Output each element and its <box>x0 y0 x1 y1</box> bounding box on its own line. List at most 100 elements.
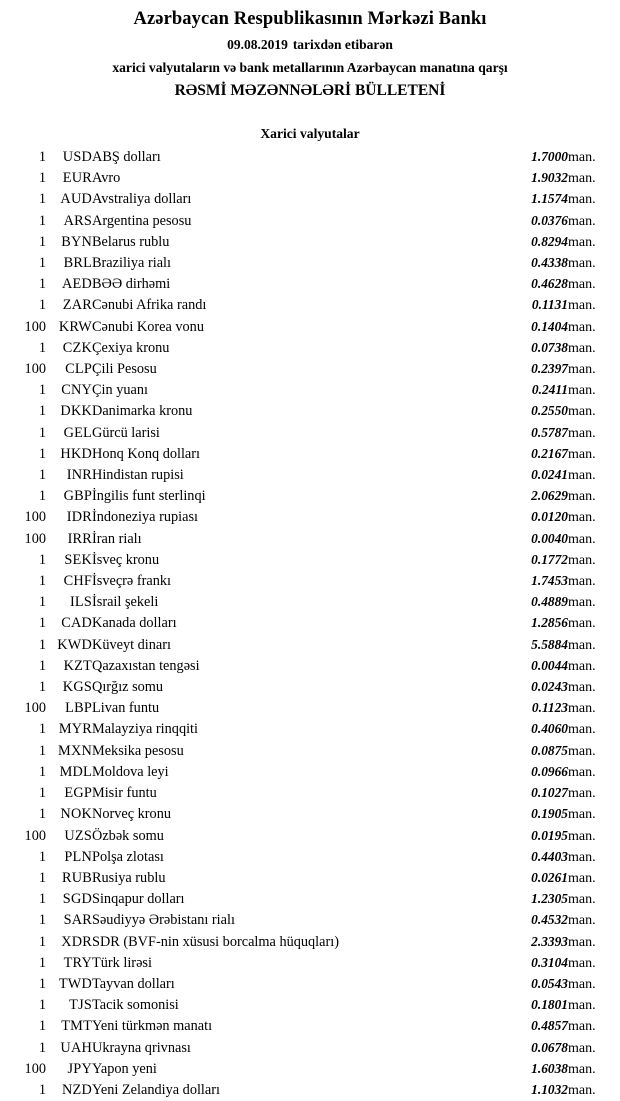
currency-suffix: man. <box>568 468 596 484</box>
currency-unit: 1 <box>38 954 46 971</box>
currency-name: Küveyt dinarı <box>92 636 172 653</box>
currency-suffix: man. <box>568 976 596 992</box>
currency-rate: 0.0875 <box>531 742 568 758</box>
currency-name: Polşa zlotası <box>92 848 164 865</box>
currency-unit: 100 <box>24 361 46 378</box>
table-row: 1 EGP Misir funtu 0.1027 man. <box>0 783 620 804</box>
currency-rate: 0.2167 <box>531 445 568 461</box>
currency-name: İsveç kronu <box>92 551 160 568</box>
currency-rate: 0.5787 <box>531 424 568 440</box>
currency-suffix: man. <box>568 892 596 908</box>
currency-unit: 1 <box>38 1018 46 1035</box>
currency-rate: 1.1032 <box>531 1081 568 1097</box>
currency-unit: 1 <box>38 594 46 611</box>
table-row: 1 PLN Polşa zlotası 0.4403 man. <box>0 847 620 868</box>
currency-code: ILS <box>69 594 92 611</box>
currency-unit: 1 <box>38 1039 46 1056</box>
currency-unit: 100 <box>24 509 46 526</box>
currency-unit: 1 <box>38 997 46 1014</box>
table-row: 1 TWD Tayvan dolları 0.0543 man. <box>0 974 620 995</box>
currency-code: CAD <box>61 615 92 632</box>
currency-code: MYR <box>58 721 92 738</box>
currency-name: Malayziya rinqqiti <box>92 721 199 738</box>
table-row: 1 BYN Belarus rublu 0.8294 man. <box>0 232 620 253</box>
currency-rate: 0.0966 <box>531 763 568 779</box>
currency-unit: 1 <box>38 424 46 441</box>
currency-suffix: man. <box>568 955 596 971</box>
table-row: 100 KRW Cənubi Korea vonu 0.1404 man. <box>0 317 620 338</box>
currency-unit: 1 <box>38 233 46 250</box>
exchange-rates-table: 1 USD ABŞ dolları 1.7000 man. 1 EUR Avro 1.9032 m… <box>0 147 620 1101</box>
currency-suffix: man. <box>568 171 596 187</box>
table-row: 1 EUR Avro 1.9032 man. <box>0 168 620 189</box>
currency-rate: 0.1131 <box>531 297 568 313</box>
currency-name: Avro <box>92 170 121 187</box>
table-row: 1 KZT Qazaxıstan tengəsi 0.0044 man. <box>0 656 620 677</box>
currency-suffix: man. <box>568 743 596 759</box>
currency-unit: 1 <box>38 255 46 272</box>
table-row: 100 UZS Özbək somu 0.0195 man. <box>0 826 620 847</box>
currency-unit: 1 <box>38 869 46 886</box>
currency-suffix: man. <box>568 340 596 356</box>
currency-name: Avstraliya dolları <box>92 191 192 208</box>
table-row: 1 BRL Braziliya rialı 0.4338 man. <box>0 253 620 274</box>
currency-unit: 100 <box>24 700 46 717</box>
currency-code: TWD <box>58 975 92 992</box>
currency-rate: 0.0678 <box>531 1039 568 1055</box>
currency-unit: 1 <box>38 891 46 908</box>
currency-suffix: man. <box>568 807 596 823</box>
currency-unit: 1 <box>38 467 46 484</box>
currency-unit: 1 <box>38 297 46 314</box>
currency-code: CLP <box>65 361 92 378</box>
table-row: 1 SAR Səudiyyə Ərəbistanı rialı 0.4532 man. <box>0 910 620 931</box>
table-row: 1 MYR Malayziya rinqqiti 0.4060 man. <box>0 719 620 740</box>
currency-suffix: man. <box>568 828 596 844</box>
currency-name: Yeni türkmən manatı <box>92 1018 213 1035</box>
currency-unit: 1 <box>38 933 46 950</box>
currency-suffix: man. <box>568 510 596 526</box>
currency-name: Çin yuanı <box>92 382 148 399</box>
currency-name: İsveçrə frankı <box>92 573 171 590</box>
currency-rate: 0.3104 <box>531 954 568 970</box>
currency-rate: 0.0241 <box>531 467 568 483</box>
currency-name: BƏƏ dirhəmi <box>92 276 171 293</box>
currency-suffix: man. <box>568 1061 596 1077</box>
currency-suffix: man. <box>568 192 596 208</box>
currency-code: KRW <box>58 318 92 335</box>
currency-code: SAR <box>63 912 92 929</box>
currency-code: PLN <box>64 848 92 865</box>
exchange-rates-body: 1 USD ABŞ dolları 1.7000 man. 1 EUR Avro 1.9032 m… <box>0 147 620 1101</box>
effective-date-line: 09.08.2019 tarixdən etibarən <box>0 37 620 54</box>
currency-suffix: man. <box>568 404 596 420</box>
currency-name: Honq Konq dolları <box>92 445 201 462</box>
table-row: 100 IDR İndoneziya rupiası 0.0120 man. <box>0 507 620 528</box>
currency-code: SEK <box>64 551 92 568</box>
currency-code: IDR <box>66 509 92 526</box>
table-row: 1 MDL Moldova leyi 0.0966 man. <box>0 762 620 783</box>
bank-title: Azərbaycan Respublikasının Mərkəzi Bankı <box>133 9 487 29</box>
currency-code: TRY <box>63 954 92 971</box>
currency-rate: 0.2411 <box>531 382 568 398</box>
currency-name: Sinqapur dolları <box>92 891 185 908</box>
currency-name: Ukrayna qrivnası <box>92 1039 191 1056</box>
bulletin-title: RƏSMİ MƏZƏNNƏLƏRİ BÜLLETENİ <box>174 81 446 99</box>
currency-unit: 1 <box>38 339 46 356</box>
currency-unit: 1 <box>38 382 46 399</box>
currency-rate: 0.0261 <box>531 869 568 885</box>
table-row: 1 GEL Gürcü larisi 0.5787 man. <box>0 423 620 444</box>
currency-code: MDL <box>59 763 92 780</box>
currency-unit: 100 <box>24 530 46 547</box>
currency-name: Səudiyyə Ərəbistanı rialı <box>92 912 235 929</box>
currency-code: SGD <box>62 891 92 908</box>
currency-unit: 1 <box>38 615 46 632</box>
currency-rate: 0.1027 <box>531 785 568 801</box>
currency-suffix: man. <box>568 234 596 250</box>
table-row: 100 IRR İran rialı 0.0040 man. <box>0 529 620 550</box>
currency-name: Belarus rublu <box>92 233 170 250</box>
table-row: 1 RUB Rusiya rublu 0.0261 man. <box>0 868 620 889</box>
currency-unit: 1 <box>38 1081 46 1098</box>
currency-unit: 1 <box>38 785 46 802</box>
currency-suffix: man. <box>568 531 596 547</box>
table-row: 1 GBP İngilis funt sterlinqi 2.0629 man. <box>0 486 620 507</box>
currency-rate: 0.4403 <box>531 848 568 864</box>
